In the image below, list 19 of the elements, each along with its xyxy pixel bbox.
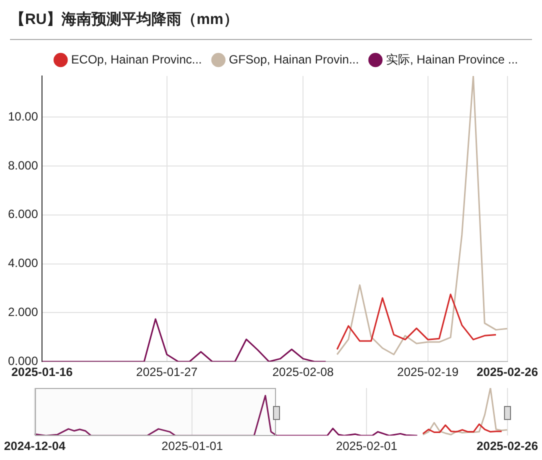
x-tick-label: 2025-01-01 <box>162 439 224 454</box>
x-tick-label: 2025-01-16 <box>11 365 74 380</box>
x-tick-label: 2025-02-26 <box>476 439 538 454</box>
x-tick-label: 2025-02-19 <box>397 365 459 380</box>
legend-label: 实际, Hainan Province ... <box>386 52 518 66</box>
chart-title: 【RU】海南预测平均降雨（mm） <box>10 10 238 29</box>
x-tick-label: 2025-02-26 <box>476 365 538 380</box>
y-tick-label: 10.00 <box>8 109 38 124</box>
x-tick-label: 2024-12-04 <box>4 439 66 454</box>
y-tick-label: 2.000 <box>8 305 38 320</box>
y-tick-label: 4.000 <box>8 256 38 270</box>
y-tick-label: 6.000 <box>8 207 38 222</box>
y-tick-label: 0.000 <box>8 354 38 368</box>
y-tick-label: 8.000 <box>8 158 38 172</box>
legend-label: ECOp, Hainan Provinc... <box>71 52 202 66</box>
x-tick-label: 2025-01-27 <box>136 365 198 380</box>
x-tick-label: 2025-02-01 <box>336 439 398 454</box>
legend-label: GFSop, Hainan Provin... <box>228 52 359 66</box>
x-tick-label: 2025-02-08 <box>272 365 334 380</box>
